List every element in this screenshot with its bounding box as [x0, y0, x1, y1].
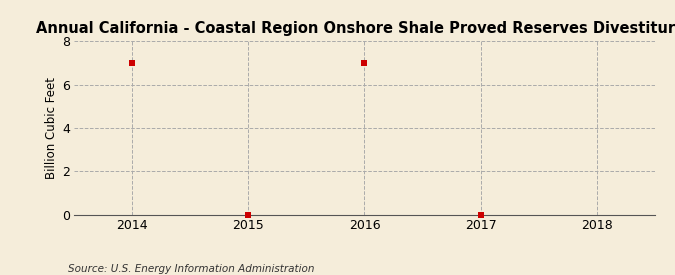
Text: Source: U.S. Energy Information Administration: Source: U.S. Energy Information Administ… — [68, 264, 314, 274]
Y-axis label: Billion Cubic Feet: Billion Cubic Feet — [45, 77, 58, 179]
Title: Annual California - Coastal Region Onshore Shale Proved Reserves Divestitures: Annual California - Coastal Region Onsho… — [36, 21, 675, 36]
